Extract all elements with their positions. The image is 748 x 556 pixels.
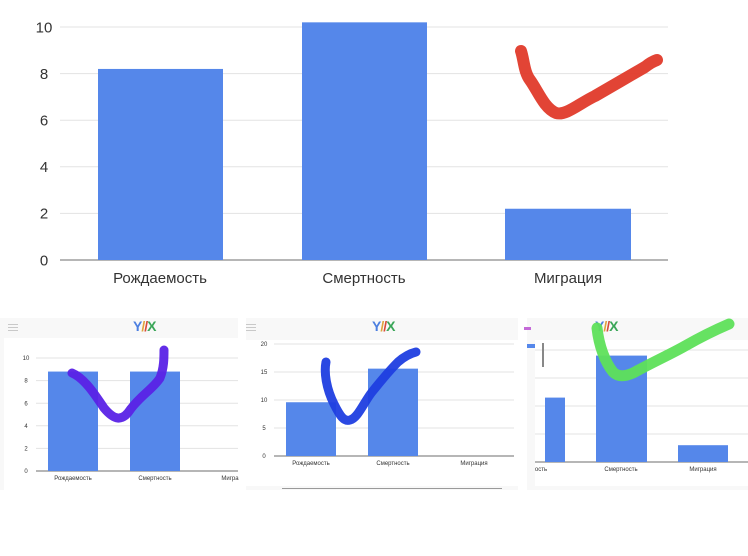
main-chart-panel: 0 2 4 6 8 10 Рождаемость Смертность Миграция <box>35 19 668 287</box>
y-tick-label: 20 <box>261 342 268 348</box>
bar-2 <box>505 208 631 260</box>
scrollbar[interactable] <box>282 488 502 489</box>
menu-icon[interactable] <box>8 324 18 332</box>
y-tick-label: 8 <box>40 66 48 83</box>
thumbnail-chart-3-area: ость Смертность Миграция <box>535 318 748 486</box>
y-tick-label: 6 <box>24 401 28 407</box>
thumbnail-chart-2: 0 5 10 15 20 Рождаемость Смертность Миграция <box>261 342 514 467</box>
y-tick-label: 2 <box>40 206 48 223</box>
check-mark-annotation <box>320 347 421 425</box>
bar-0 <box>286 402 336 456</box>
legend-swatch <box>527 344 535 348</box>
check-mark-annotation <box>591 318 735 382</box>
main-chart: 0 2 4 6 8 10 Рождаемость Смертность Миграция <box>36 19 668 287</box>
thumbnail-chart-1: 0 2 4 6 8 10 Рождаемость Смертность Мигра <box>23 345 239 482</box>
y-tick-label: 0 <box>24 469 28 475</box>
thumbnail-chart-2-area: 0 5 10 15 20 Рождаемость Смертность Миграция <box>246 340 518 486</box>
thumbnail-chart-3: ость Смертность Миграция <box>535 318 748 473</box>
x-category-label: Миграция <box>534 270 602 287</box>
x-category-label: ость <box>535 467 547 473</box>
menu-icon[interactable] <box>246 324 256 332</box>
y-tick-label: 10 <box>36 19 53 36</box>
x-category-label: Смертность <box>138 476 171 482</box>
y-tick-label: 10 <box>23 356 30 362</box>
thumbnail-chart-1-area: 0 2 4 6 8 10 Рождаемость Смертность Мигра <box>4 338 239 490</box>
bar-1 <box>302 22 427 261</box>
y-tick-label: 6 <box>40 112 48 129</box>
x-category-label: Смертность <box>376 461 409 467</box>
check-mark-annotation <box>67 345 169 423</box>
y-tick-label: 2 <box>24 447 28 453</box>
y-tick-label: 4 <box>40 159 48 176</box>
y-tick-label: 0 <box>40 252 48 269</box>
bar-2 <box>678 445 728 462</box>
x-category-label: Мигра <box>221 476 239 482</box>
x-category-label: Рождаемость <box>292 461 330 467</box>
x-category-label: Миграция <box>689 467 716 473</box>
bar-0 <box>545 397 565 462</box>
thumbnail-chart-3-panel: Y//X ость Смертность Миграция <box>524 318 748 490</box>
text-cursor <box>542 343 544 367</box>
x-category-label: Смертность <box>322 270 405 287</box>
legend-swatch <box>524 327 531 330</box>
thumbnail-chart-2-panel: Y//X 0 5 10 15 20 Рождаемость Смертность Миграц… <box>246 318 518 490</box>
thumbnail-chart-1-panel: Y//X 0 2 4 6 8 10 Рождаемость Смертность Мигра <box>0 318 239 490</box>
y-tick-label: 0 <box>262 454 266 460</box>
app-logo-icon: Y//X <box>133 318 157 334</box>
y-tick-label: 10 <box>261 398 268 404</box>
x-category-label: Миграция <box>460 461 487 467</box>
check-mark-annotation <box>515 45 663 120</box>
y-tick-label: 4 <box>24 424 28 430</box>
app-logo-icon: Y//X <box>372 318 396 334</box>
y-tick-label: 15 <box>261 370 268 376</box>
y-tick-label: 5 <box>262 426 266 432</box>
y-tick-label: 8 <box>24 379 28 385</box>
x-category-label: Смертность <box>604 467 637 473</box>
x-category-label: Рождаемость <box>113 270 207 287</box>
x-category-label: Рождаемость <box>54 476 92 482</box>
bar-0 <box>98 68 223 260</box>
